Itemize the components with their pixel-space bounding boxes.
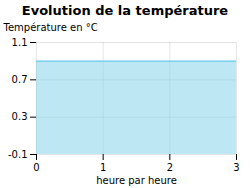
svg-text:0.3: 0.3 <box>12 111 28 122</box>
svg-text:Température en °C: Température en °C <box>3 22 98 33</box>
svg-text:1.1: 1.1 <box>12 37 28 48</box>
svg-text:heure par heure: heure par heure <box>96 175 177 186</box>
svg-text:1: 1 <box>100 162 106 173</box>
html-text:Evolution de la température: Evolution de la température <box>21 3 229 18</box>
svg-text:0: 0 <box>33 162 39 173</box>
svg-text:3: 3 <box>233 162 239 173</box>
svg-text:0.7: 0.7 <box>12 74 28 85</box>
svg-text:2: 2 <box>167 162 173 173</box>
svg-text:-0.1: -0.1 <box>8 149 28 160</box>
